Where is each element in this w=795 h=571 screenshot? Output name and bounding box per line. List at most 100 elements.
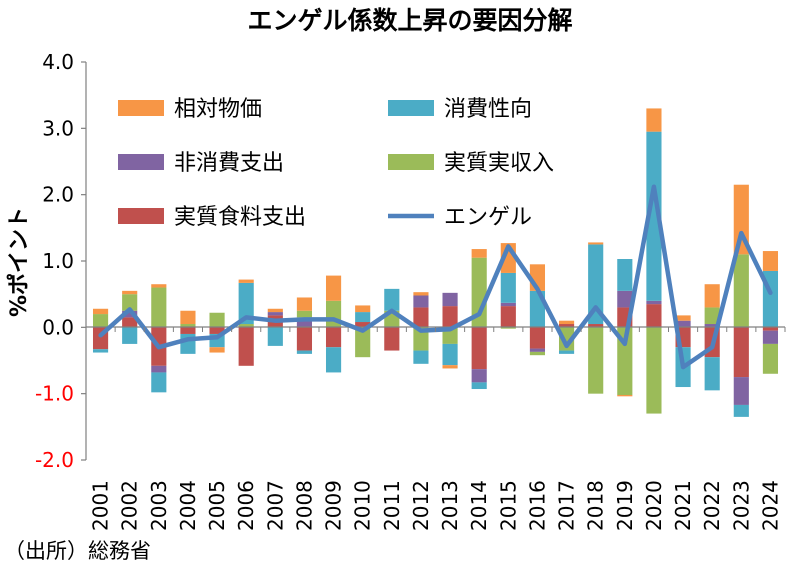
- svg-text:2009: 2009: [322, 480, 346, 531]
- y-axis-ticks: 4.0 3.0 2.0 1.0 0.0 -1.0 -2.0: [35, 50, 86, 472]
- bar-segment: [238, 327, 254, 366]
- bar-segment: [500, 327, 516, 329]
- legend-label: エンゲル: [444, 205, 532, 230]
- legend-swatch: [388, 100, 434, 116]
- bar-segment: [471, 369, 487, 383]
- svg-text:2021: 2021: [671, 480, 695, 531]
- bar-segment: [733, 254, 749, 328]
- bar-segment: [355, 312, 371, 323]
- bar-segment: [122, 317, 138, 328]
- y-tick-label: 1.0: [42, 249, 74, 273]
- svg-text:2006: 2006: [234, 480, 258, 531]
- bar-segment: [325, 347, 342, 373]
- bar-segment: [296, 327, 313, 351]
- svg-text:2005: 2005: [205, 480, 229, 531]
- bar-segment: [122, 310, 138, 318]
- bar-segment: [296, 317, 313, 328]
- legend-swatch: [388, 154, 434, 170]
- bar-segment: [92, 308, 109, 315]
- bar-segment: [733, 327, 749, 378]
- bar-segment: [180, 324, 196, 328]
- bar-segment: [646, 327, 662, 414]
- source-note: （出所）総務省: [4, 539, 151, 563]
- bar-segment: [151, 372, 167, 393]
- bar-segment: [500, 306, 516, 328]
- y-tick-label: 2.0: [42, 183, 74, 207]
- bar-segment: [675, 315, 691, 321]
- svg-text:2024: 2024: [758, 480, 782, 531]
- legend-label: 相対物価: [174, 97, 262, 122]
- bar-segment: [151, 365, 167, 373]
- bar-segment: [762, 327, 779, 331]
- bar-segment: [92, 314, 109, 328]
- y-tick-label: -2.0: [35, 448, 74, 472]
- svg-text:2004: 2004: [176, 480, 200, 531]
- y-tick-label: 3.0: [42, 116, 74, 140]
- legend-swatch: [118, 154, 164, 170]
- bar-segment: [413, 327, 429, 351]
- bar-segment: [296, 297, 313, 311]
- bar-segment: [733, 377, 749, 405]
- x-tick-label: 2015: [496, 480, 520, 531]
- legend-item: 実質実収入: [388, 151, 554, 176]
- bar-segment: [355, 327, 371, 358]
- legend-label: 消費性向: [444, 97, 532, 122]
- bars-layer: [92, 108, 779, 417]
- bar-segment: [588, 242, 604, 245]
- bar-segment: [704, 307, 720, 325]
- svg-text:2011: 2011: [380, 480, 404, 531]
- bar-segment: [238, 282, 254, 325]
- bar-segment: [92, 349, 109, 353]
- x-axis-ticks: 2001 2002 2003 2004 2005 2006 2007 2008 2009 2010…: [85, 327, 786, 531]
- bar-segment: [704, 357, 720, 391]
- x-tick-label: 2004: [176, 480, 200, 531]
- bar-segment: [500, 272, 516, 303]
- legend-item: 非消費支出: [118, 151, 284, 176]
- bar-segment: [238, 324, 254, 328]
- bar-segment: [558, 320, 575, 325]
- x-tick-label: 2016: [525, 480, 549, 531]
- bar-segment: [442, 306, 458, 328]
- svg-text:2013: 2013: [438, 480, 462, 531]
- bar-segment: [529, 351, 546, 356]
- y-tick-label: 4.0: [42, 50, 74, 74]
- x-tick-label: 2022: [700, 480, 724, 531]
- bar-segment: [384, 288, 400, 311]
- x-tick-label: 2001: [89, 480, 113, 531]
- svg-text:2002: 2002: [118, 480, 142, 531]
- svg-text:2001: 2001: [89, 480, 113, 531]
- legend-label: 実質食料支出: [174, 205, 306, 230]
- svg-text:%ポイント: %ポイント: [6, 207, 32, 317]
- bar-segment: [325, 327, 342, 348]
- x-tick-label: 2007: [263, 480, 287, 531]
- bar-segment: [617, 394, 633, 397]
- x-tick-label: 2002: [118, 480, 142, 531]
- x-tick-label: 2023: [729, 480, 753, 531]
- y-tick-label: 0.0: [42, 315, 74, 339]
- x-tick-label: 2006: [234, 480, 258, 531]
- svg-text:2020: 2020: [642, 480, 666, 531]
- bar-segment: [704, 284, 720, 308]
- svg-text:2018: 2018: [584, 480, 608, 531]
- bar-segment: [617, 259, 633, 291]
- bar-segment: [180, 327, 196, 334]
- bar-segment: [617, 290, 633, 308]
- svg-text:2019: 2019: [613, 480, 637, 531]
- x-tick-label: 2013: [438, 480, 462, 531]
- x-tick-label: 2003: [147, 480, 171, 531]
- bar-segment: [296, 310, 313, 318]
- svg-text:2017: 2017: [555, 480, 579, 531]
- bar-segment: [413, 350, 429, 364]
- svg-text:2016: 2016: [525, 480, 549, 531]
- x-tick-label: 2024: [758, 480, 782, 531]
- svg-text:2014: 2014: [467, 480, 491, 531]
- bar-segment: [151, 287, 167, 328]
- bar-segment: [122, 290, 138, 295]
- bar-segment: [442, 292, 458, 307]
- bar-segment: [471, 249, 487, 258]
- bar-segment: [413, 295, 429, 308]
- x-tick-label: 2008: [292, 480, 316, 531]
- bar-segment: [733, 404, 749, 417]
- legend-swatch: [118, 100, 164, 116]
